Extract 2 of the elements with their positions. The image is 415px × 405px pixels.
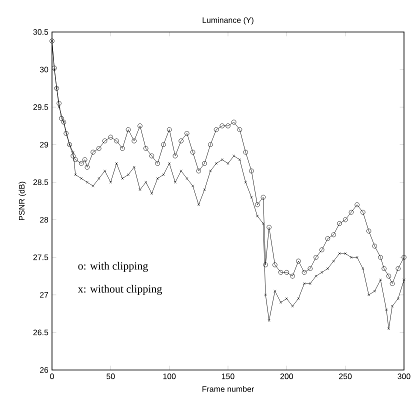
annotation: o: with clipping — [78, 262, 148, 272]
annotation: x: without clipping — [78, 284, 162, 295]
